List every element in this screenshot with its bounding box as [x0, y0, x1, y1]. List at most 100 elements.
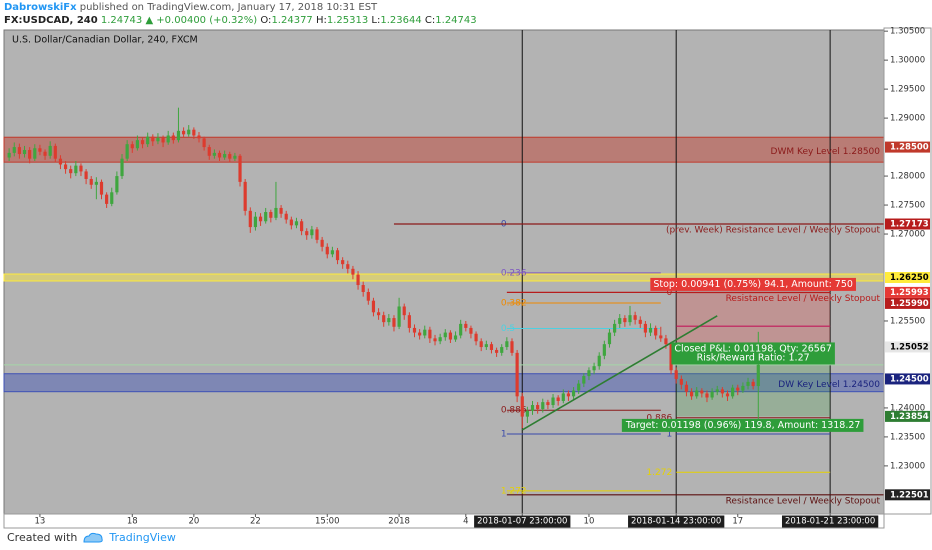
- zone: [3, 136, 885, 163]
- candle-body: [684, 384, 689, 392]
- candle-body: [99, 181, 104, 195]
- candle-body: [448, 332, 453, 340]
- candle-body: [438, 337, 442, 342]
- candle-body: [689, 391, 694, 397]
- y-tick-label: 1.30500: [890, 27, 925, 37]
- candle-body: [607, 332, 612, 345]
- candle-body: [433, 338, 437, 342]
- price-label-box: [885, 297, 930, 309]
- candle-body: [22, 149, 27, 155]
- candle-body: [741, 385, 745, 391]
- y-tick-label: 1.28000: [890, 172, 925, 182]
- ohlc-label: O:: [260, 15, 272, 26]
- price-label-box: [885, 373, 930, 385]
- price-label: 1.24500: [890, 374, 929, 384]
- candle-body: [233, 155, 237, 159]
- level-label: Resistance Level / Weekly Stopout: [726, 294, 881, 304]
- candle-body: [63, 164, 68, 170]
- candle-body: [679, 378, 683, 385]
- price-label-box: [885, 410, 930, 422]
- candle-body: [751, 381, 755, 387]
- logo: [83, 532, 104, 542]
- candle-body: [613, 323, 617, 333]
- candle-body: [115, 176, 119, 193]
- price-label-box: [885, 141, 930, 153]
- publisher: DabrowskiFx: [4, 2, 77, 13]
- stop-box: [676, 292, 831, 347]
- candle-body: [700, 390, 704, 394]
- ohlc-label: L:: [371, 15, 381, 26]
- candle-body: [289, 219, 293, 226]
- candle-body: [736, 387, 740, 391]
- candle-body: [125, 144, 129, 159]
- level-label: Resistance Level / Weekly Stopout: [726, 496, 881, 506]
- rr-label: Risk/Reward Ratio: 1.27: [697, 352, 810, 363]
- candle-body: [248, 210, 252, 228]
- candle-body: [571, 390, 576, 397]
- price-axis: [883, 27, 932, 515]
- x-tick-label: 2018-01-14 23:00:00: [631, 517, 721, 527]
- candle-body: [33, 148, 37, 159]
- candle-body: [500, 347, 504, 353]
- candle-body: [756, 364, 760, 387]
- candle-body: [597, 355, 601, 367]
- candle-body: [515, 352, 519, 397]
- plot-background: [3, 29, 885, 515]
- candle-body: [469, 327, 473, 334]
- y-tick-label: 1.29000: [890, 114, 925, 124]
- x-tick-label: 20: [188, 517, 199, 527]
- candle-body: [69, 169, 73, 174]
- candle-body: [623, 318, 627, 323]
- candle-body: [561, 393, 565, 401]
- ohlc-value: 1.23644: [380, 15, 422, 26]
- candle-body: [376, 312, 381, 316]
- candle-body: [382, 315, 386, 323]
- x-tick-label: 10: [584, 517, 595, 527]
- published: published on TradingView.com, January 17…: [79, 2, 378, 13]
- candle-body: [58, 158, 63, 165]
- price-label-box: [885, 218, 930, 230]
- candle-body: [659, 335, 663, 339]
- candle-body: [541, 402, 545, 410]
- stop-label: Stop: 0.00941 (0.75%) 94.1, Amount: 750: [653, 279, 853, 290]
- candle-body: [418, 332, 422, 336]
- candle-body: [587, 370, 591, 377]
- candle-body: [546, 402, 550, 406]
- candle-body: [618, 318, 622, 324]
- candle-body: [38, 148, 42, 152]
- price-label: 1.22501: [890, 490, 929, 500]
- candle-body: [648, 327, 653, 333]
- x-tick-highlight: [781, 515, 879, 528]
- candle-body: [223, 154, 227, 158]
- last-price: 1.24743: [100, 15, 143, 26]
- price-label: 1.25990: [890, 299, 929, 309]
- candle-body: [669, 344, 673, 371]
- x-tick-highlight: [474, 515, 571, 528]
- y-tick-label: 1.23500: [890, 432, 925, 442]
- target-label-box: [621, 418, 864, 432]
- trendline: [521, 315, 718, 431]
- candle-body: [197, 135, 201, 139]
- candle-body: [746, 381, 750, 386]
- chart: 00.2360.3820.50.88611.27200.88611.272(pr…: [3, 27, 932, 529]
- fib-label: 1: [501, 430, 507, 440]
- candle-body: [643, 323, 647, 333]
- candle-body: [551, 397, 555, 406]
- y-tick-label: 1.27000: [890, 230, 925, 240]
- candle-body: [674, 370, 678, 379]
- candle-body: [187, 129, 191, 135]
- candle-body: [105, 194, 109, 204]
- candle-body: [202, 138, 206, 148]
- y-tick-label: 1.29500: [890, 85, 925, 95]
- candle-body: [474, 333, 478, 342]
- change: ▲ +0.00400 (+0.32%): [145, 15, 258, 26]
- candle-body: [525, 410, 529, 417]
- candle-body: [366, 291, 370, 301]
- candle-body: [53, 145, 57, 159]
- candle-body: [592, 366, 596, 371]
- y-tick-label: 1.25500: [890, 316, 925, 326]
- x-tick-label: 4: [463, 517, 468, 527]
- candle-body: [392, 318, 396, 327]
- fib-label: 0.236: [501, 268, 527, 278]
